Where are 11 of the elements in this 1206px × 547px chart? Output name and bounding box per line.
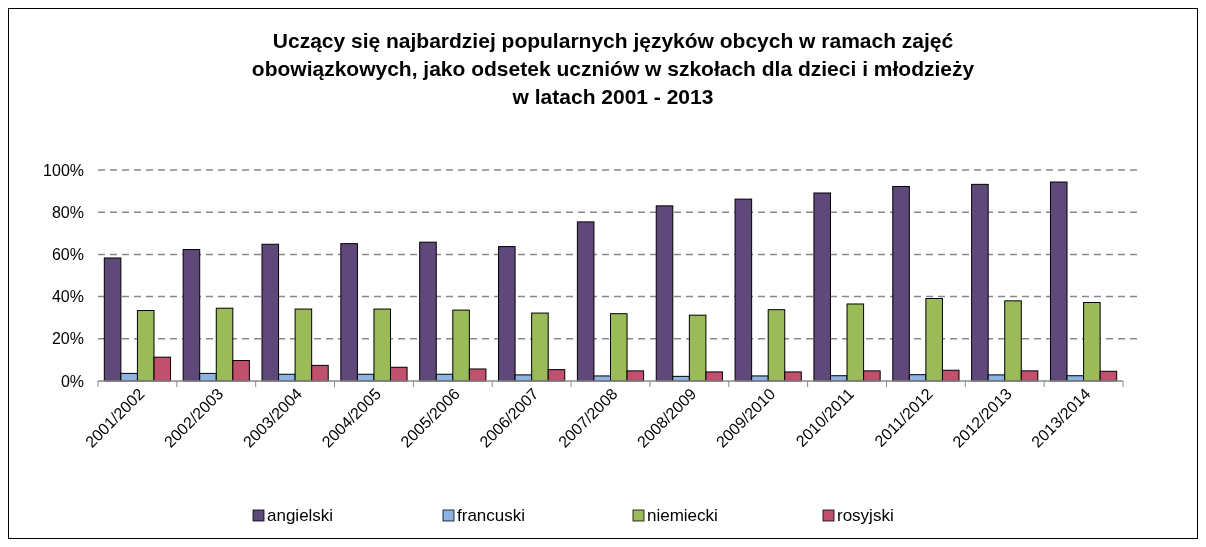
y-tick-label: 0% <box>60 372 84 390</box>
legend-label: francuski <box>457 506 526 525</box>
legend-label: angielski <box>267 506 334 525</box>
y-tick-label: 20% <box>51 330 84 348</box>
legend-label: niemiecki <box>647 506 718 525</box>
y-tick-label: 40% <box>51 288 84 306</box>
chart-title: Uczący się najbardziej popularnych języków obcych w ramach zajęć obowiązkowych, jako odsetek uczniów w szkołach dla dzieci i młodzieży w latach 2001 - 2013 <box>251 29 975 108</box>
legend-label: rosyjski <box>837 506 894 525</box>
y-tick-label: 60% <box>51 246 84 263</box>
y-tick-label: 80% <box>51 203 84 221</box>
y-tick-label: 100% <box>43 161 84 179</box>
